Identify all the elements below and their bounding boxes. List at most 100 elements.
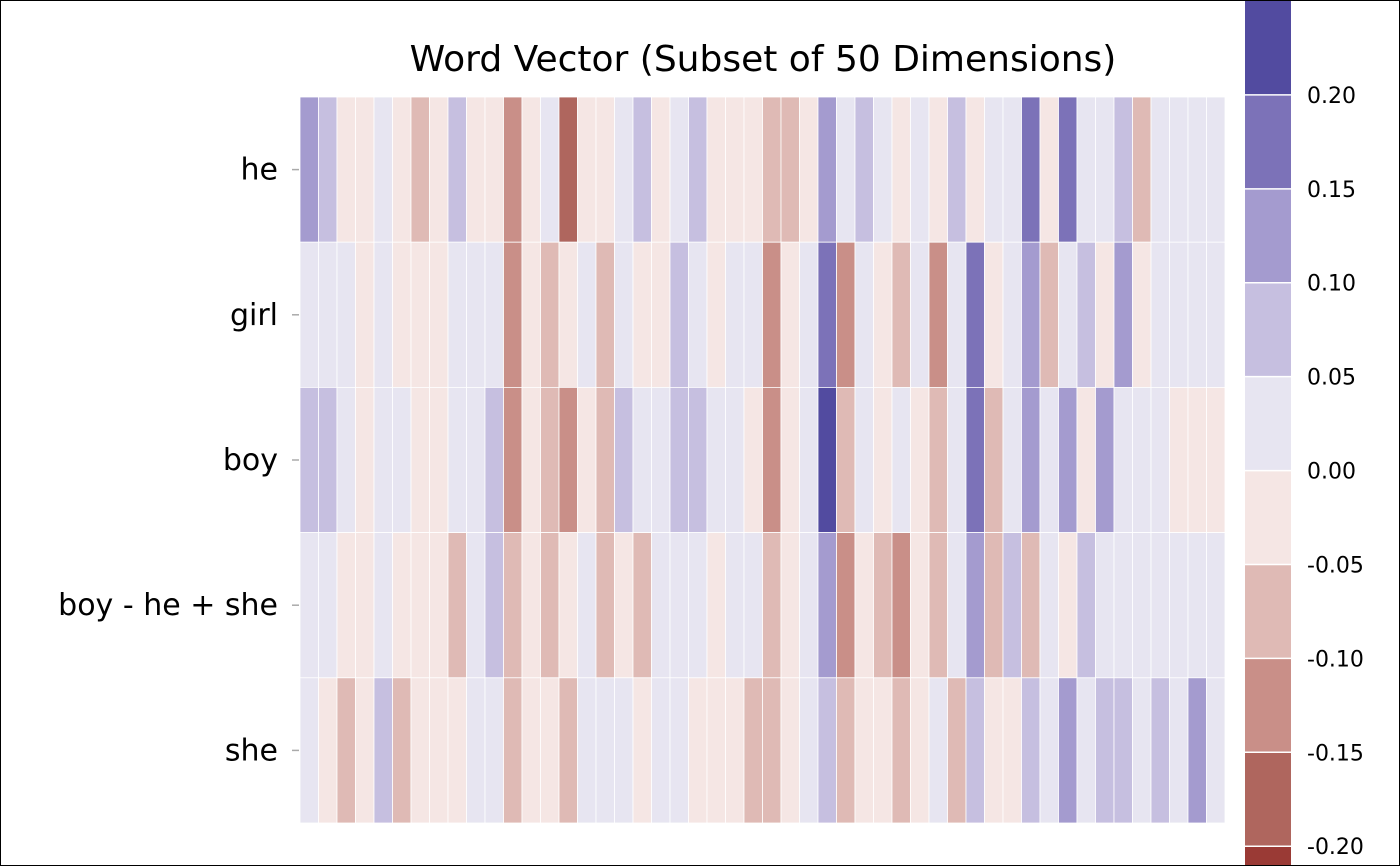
heatmap-cell [651, 96, 671, 243]
heatmap-cell [1021, 532, 1041, 679]
heatmap-cell [1187, 677, 1207, 824]
heatmap-cell [355, 96, 375, 243]
colorbar-bin [1245, 376, 1291, 471]
heatmap-cell [799, 677, 819, 824]
heatmap-cell [540, 386, 560, 533]
colorbar-tick-label: -0.20 [1307, 835, 1364, 860]
heatmap-cell [318, 677, 338, 824]
heatmap-cell [1095, 241, 1115, 388]
heatmap-cell [1150, 386, 1170, 533]
colorbar-bin [1245, 846, 1291, 865]
heatmap-cell [891, 96, 911, 243]
heatmap-cell [984, 386, 1004, 533]
heatmap-cell [891, 677, 911, 824]
heatmap-cell [373, 96, 393, 243]
heatmap-cell [410, 96, 430, 243]
heatmap-cell [780, 96, 800, 243]
heatmap-cell [614, 96, 634, 243]
heatmap-cell [669, 677, 689, 824]
heatmap-cell [447, 532, 467, 679]
row-label: she [225, 733, 278, 768]
heatmap-cell [1150, 241, 1170, 388]
heatmap-cell [1150, 96, 1170, 243]
colorbar-tick-label: 0.20 [1307, 84, 1356, 109]
heatmap-cell [928, 677, 948, 824]
heatmap-cell [688, 677, 708, 824]
heatmap-cell [1076, 386, 1096, 533]
heatmap-cell [503, 386, 523, 533]
heatmap-cell [873, 532, 893, 679]
heatmap-cell [669, 96, 689, 243]
colorbar-bin [1245, 1, 1291, 95]
heatmap-cell [318, 532, 338, 679]
heatmap-cell [614, 386, 634, 533]
heatmap-cell [299, 96, 319, 243]
heatmap-cell [1169, 96, 1189, 243]
heatmap-cell [429, 241, 449, 388]
heatmap-cell [1002, 241, 1022, 388]
heatmap-cell [854, 386, 874, 533]
heatmap-cell [299, 532, 319, 679]
heatmap-cell [410, 532, 430, 679]
heatmap-cell [836, 241, 856, 388]
heatmap-cell [558, 241, 578, 388]
heatmap-cell [336, 386, 356, 533]
heatmap-cell [836, 677, 856, 824]
heatmap-cell [817, 241, 837, 388]
heatmap-cell [984, 677, 1004, 824]
heatmap-cell [355, 241, 375, 388]
heatmap-cell [947, 386, 967, 533]
heatmap-cell [1169, 241, 1189, 388]
heatmap-cell [836, 386, 856, 533]
heatmap-cell [799, 386, 819, 533]
heatmap-cell [447, 96, 467, 243]
heatmap-cell [688, 241, 708, 388]
heatmap-cell [521, 532, 541, 679]
heatmap-cell [577, 386, 597, 533]
heatmap-cell [965, 532, 985, 679]
heatmap-cell [1095, 532, 1115, 679]
row-label: boy - he + she [58, 588, 278, 623]
heatmap-cell [1002, 96, 1022, 243]
heatmap-cell [1206, 677, 1226, 824]
colorbar-tick-label: -0.10 [1307, 647, 1364, 672]
heatmap-cell [799, 96, 819, 243]
heatmap-cell [688, 96, 708, 243]
heatmap-cell [725, 386, 745, 533]
heatmap-cell [410, 386, 430, 533]
heatmap-cell [743, 96, 763, 243]
heatmap-cell [1058, 241, 1078, 388]
heatmap-cell [632, 241, 652, 388]
colorbar-bin [1245, 752, 1291, 847]
colorbar-tick-label: 0.10 [1307, 272, 1356, 297]
heatmap-cell [762, 386, 782, 533]
heatmap-cell [503, 96, 523, 243]
heatmap-cell [1206, 386, 1226, 533]
heatmap-cell [614, 532, 634, 679]
heatmap-cell [392, 241, 412, 388]
heatmap-cell [1132, 532, 1152, 679]
heatmap-cell [817, 532, 837, 679]
heatmap-cell [484, 677, 504, 824]
heatmap-cell [595, 241, 615, 388]
heatmap-cell [429, 386, 449, 533]
heatmap-cell [558, 96, 578, 243]
heatmap-cell [1095, 96, 1115, 243]
heatmap-cell [540, 532, 560, 679]
heatmap-cell [1206, 241, 1226, 388]
heatmap-cell [577, 96, 597, 243]
heatmap-cell [299, 386, 319, 533]
heatmap-cell [743, 241, 763, 388]
heatmap-cell [854, 532, 874, 679]
heatmap-cell [484, 241, 504, 388]
heatmap-cell [743, 386, 763, 533]
chart-title: Word Vector (Subset of 50 Dimensions) [410, 39, 1117, 80]
heatmap-cell [910, 532, 930, 679]
heatmap-cell [910, 96, 930, 243]
heatmap-cell [373, 241, 393, 388]
heatmap-cell [1039, 677, 1059, 824]
heatmap-cell [1113, 677, 1133, 824]
heatmap-cell [466, 677, 486, 824]
heatmap-cell [669, 241, 689, 388]
